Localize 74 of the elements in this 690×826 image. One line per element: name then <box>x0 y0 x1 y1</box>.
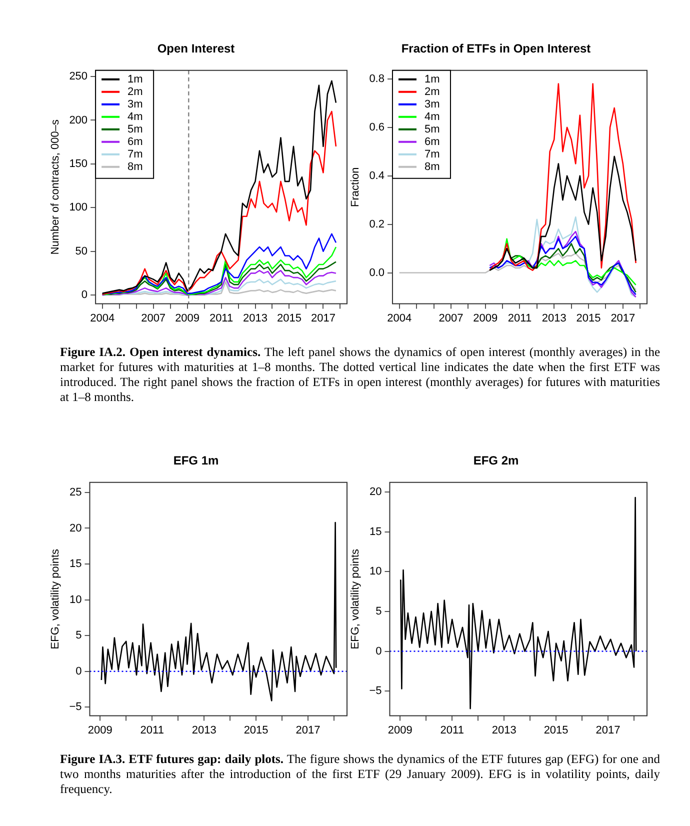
legend-label: 7m <box>424 148 440 160</box>
legend-label: 2m <box>424 86 440 98</box>
x-tick-label: 2017 <box>610 312 636 324</box>
y-tick-label: 0 <box>376 645 382 658</box>
x-tick-label: 2011 <box>440 724 464 736</box>
y-tick-label: 5 <box>76 630 82 642</box>
chart-title: Fraction of ETFs in Open Interest <box>401 42 591 56</box>
x-tick-label: 2007 <box>438 312 464 324</box>
y-tick-label: −5 <box>369 685 382 698</box>
legend-label: 6m <box>128 136 143 148</box>
x-tick-label: 2004 <box>90 312 115 324</box>
legend-label: 5m <box>128 123 143 136</box>
x-tick-label: 2015 <box>576 312 601 324</box>
y-tick-label: 0.2 <box>369 218 384 230</box>
legend-label: 1m <box>128 73 143 86</box>
y-tick-label: 0 <box>76 665 82 678</box>
x-tick-label: 2011 <box>140 724 164 736</box>
legend-label: 5m <box>424 123 440 136</box>
x-tick-label: 2013 <box>542 312 566 324</box>
y-tick-label: 50 <box>75 245 88 258</box>
legend-label: 6m <box>424 136 440 148</box>
y-tick-label: 0.6 <box>369 121 384 134</box>
y-tick-label: 100 <box>69 202 88 214</box>
text: Figure IA.3. ETF futures gap: daily plots. The figure shows the dynamics of the ETF futures gap (EFG) for one and two months maturities after the introduction of the first ETF (29 January 2009). EFG is in volatility points, daily frequency. <box>60 752 660 796</box>
y-tick-label: 200 <box>69 114 88 126</box>
chart-title: EFG 1m <box>173 454 219 468</box>
x-tick-label: 2009 <box>175 312 200 324</box>
y-tick-label: 25 <box>69 486 82 498</box>
x-tick-label: 2009 <box>88 724 112 736</box>
legend-label: 3m <box>128 98 143 110</box>
x-tick-label: 2011 <box>508 312 532 324</box>
x-tick-label: 2007 <box>141 312 166 324</box>
chart-title: Open Interest <box>157 42 235 56</box>
legend-label: 2m <box>128 86 143 98</box>
text: Figure IA.2. Open interest dynamics. The left panel shows the dynamics of open interest (monthly averages) in the market for futures with maturities at 1–8 months. The dotted vertical line indicates the date when the first ETF was introduced. The right panel shows the fraction of ETFs in open interest (monthly averages) for futures with maturities at 1–8 months. <box>60 345 660 404</box>
y-tick-label: 15 <box>69 558 82 570</box>
x-tick-label: 2017 <box>296 724 320 736</box>
x-tick-label: 2017 <box>596 724 620 736</box>
legend-label: 4m <box>128 110 143 123</box>
y-tick-label: 0.0 <box>369 266 384 279</box>
y-tick-label: 20 <box>69 522 82 534</box>
y-tick-label: 20 <box>369 486 382 498</box>
legend-label: 7m <box>128 148 143 160</box>
x-tick-label: 2004 <box>387 312 412 324</box>
legend-label: 3m <box>424 98 440 110</box>
y-tick-label: 150 <box>69 158 88 170</box>
legend-label: 4m <box>424 110 440 123</box>
y-tick-label: −5 <box>69 701 82 714</box>
y-axis-title: EFG, volatility points <box>50 548 62 650</box>
x-tick-label: 2015 <box>244 724 268 736</box>
y-axis-title: Number of contracts, 000–s <box>50 119 62 255</box>
y-tick-label: 5 <box>376 605 382 618</box>
legend-label: 1m <box>424 73 440 86</box>
x-tick-label: 2011 <box>209 312 234 324</box>
x-tick-label: 2009 <box>388 724 412 736</box>
chart-title: EFG 2m <box>473 454 519 468</box>
y-tick-label: 0.4 <box>369 170 384 182</box>
x-tick-label: 2013 <box>492 724 516 736</box>
x-tick-label: 2015 <box>276 312 302 324</box>
y-tick-label: 0.8 <box>369 72 384 85</box>
x-tick-label: 2015 <box>544 724 568 736</box>
y-tick-label: 250 <box>69 70 88 83</box>
x-tick-label: 2013 <box>192 724 216 736</box>
x-tick-label: 2017 <box>310 312 336 324</box>
y-axis-title: EFG, volatility points <box>350 548 362 650</box>
x-tick-label: 2009 <box>473 312 498 324</box>
y-tick-label: 10 <box>369 566 382 578</box>
y-axis-title: Fraction <box>350 167 362 207</box>
x-tick-label: 2013 <box>243 312 268 324</box>
legend-label: 8m <box>424 160 440 173</box>
legend-label: 8m <box>128 160 143 173</box>
y-tick-label: 15 <box>369 526 382 538</box>
y-tick-label: 10 <box>69 594 82 606</box>
y-tick-label: 0 <box>81 289 88 302</box>
